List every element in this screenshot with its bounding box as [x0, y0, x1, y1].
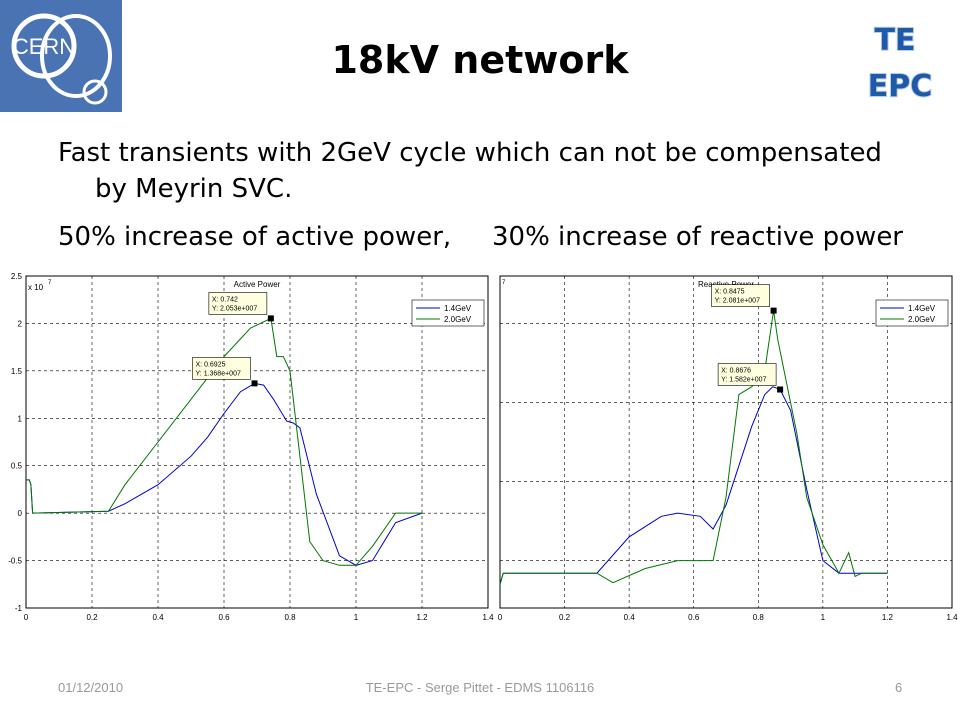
datatip-y: Y: 2.053e+007	[212, 305, 257, 312]
datatip-box	[208, 292, 268, 315]
x-tick-label: 0.2	[86, 613, 98, 622]
reactive-power-chart: 00.20.40.60.811.21.4Reactive Power7X: 0.…	[498, 275, 958, 622]
y-tick-label: -1	[15, 604, 23, 613]
datatip-y: Y: 2.081e+007	[715, 298, 760, 305]
datatip-y: Y: 1.368e+007	[196, 370, 241, 377]
x-tick-label: 0.4	[624, 613, 636, 622]
legend-label-1: 1.4GeV	[444, 304, 472, 313]
y-tick-label: 0.5	[11, 462, 23, 471]
datatip-marker	[770, 307, 777, 314]
slide-title: 18kV network	[331, 38, 629, 82]
x-tick-label: 0	[24, 613, 29, 622]
chart-title: Active Power	[234, 280, 281, 289]
x-tick-label: 0	[498, 613, 503, 622]
body-line-1b: by Meyrin SVC.	[95, 174, 293, 204]
y-tick-label: 1	[18, 414, 23, 423]
plot-area	[499, 275, 953, 609]
x-tick-label: 1.2	[416, 613, 428, 622]
body-line-2a: 50% increase of active power,	[58, 222, 452, 252]
y-tick-label: 2.5	[11, 272, 23, 281]
footer-page: 6	[895, 680, 903, 695]
datatip-x: X: 0.742	[212, 296, 238, 303]
x-tick-label: 1.2	[882, 613, 894, 622]
logo-epc-text: EPC	[868, 69, 933, 104]
x-tick-label: 0.8	[753, 613, 765, 622]
legend-label-2: 2.0GeV	[444, 315, 472, 324]
datatip-x: X: 0.6925	[196, 361, 226, 368]
te-epc-logo: TE EPC	[860, 8, 950, 108]
y-exponent-superscript: 7	[48, 280, 52, 286]
x-tick-label: 1.4	[482, 613, 494, 622]
datatip-marker	[777, 386, 784, 393]
cern-logo-graphic: CERN	[0, 0, 122, 112]
logo-te-text: TE	[875, 23, 916, 58]
datatip-box	[192, 357, 251, 380]
cern-logo: CERN	[0, 0, 122, 112]
active-power-chart: 0 0.2 0.4 0.6 0.8 1 1.2 1.4 -1 -0.5 0 0.5 1 1.5 2 2.5 Ac…	[8, 272, 494, 622]
datatip-x: X: 0.8676	[721, 368, 751, 375]
body-line-2b: 30% increase of reactive power	[492, 222, 903, 252]
legend-label-2: 2.0GeV	[908, 315, 936, 324]
series-line-1	[499, 386, 888, 585]
y-exponent-label: x 10	[28, 283, 44, 292]
y-tick-label: 1.5	[11, 367, 23, 376]
legend-box	[875, 299, 949, 327]
footer-center: TE-EPC - Serge Pittet - EDMS 1106116	[365, 680, 595, 695]
plot-area	[25, 275, 489, 609]
x-tick-label: 1.4	[946, 613, 958, 622]
datatip-box	[711, 284, 770, 307]
x-tick-label: 0.4	[152, 613, 164, 622]
x-tick-label: 0.6	[688, 613, 700, 622]
y-tick-label: 0	[18, 509, 23, 518]
x-tick-label: 1	[821, 613, 826, 622]
datatip-marker	[267, 315, 274, 322]
y-exponent-superscript: 7	[502, 280, 506, 286]
y-tick-label: 2	[18, 319, 23, 328]
series-line-2	[26, 317, 422, 566]
datatip-x: X: 0.8475	[715, 289, 745, 296]
legend-box	[411, 299, 485, 327]
x-tick-label: 0.2	[559, 613, 571, 622]
datatip-y: Y: 1.582e+007	[721, 377, 766, 384]
datatip-box	[717, 363, 777, 386]
x-tick-label: 0.8	[284, 613, 296, 622]
cern-logo-text: CERN	[13, 34, 75, 59]
body-line-1: Fast transients with 2GeV cycle which ca…	[58, 138, 882, 168]
x-tick-label: 1	[354, 613, 359, 622]
legend-label-1: 1.4GeV	[908, 304, 936, 313]
x-tick-label: 0.6	[218, 613, 230, 622]
y-tick-label: -0.5	[8, 557, 22, 566]
datatip-marker	[251, 380, 258, 387]
footer-date: 01/12/2010	[58, 680, 124, 695]
